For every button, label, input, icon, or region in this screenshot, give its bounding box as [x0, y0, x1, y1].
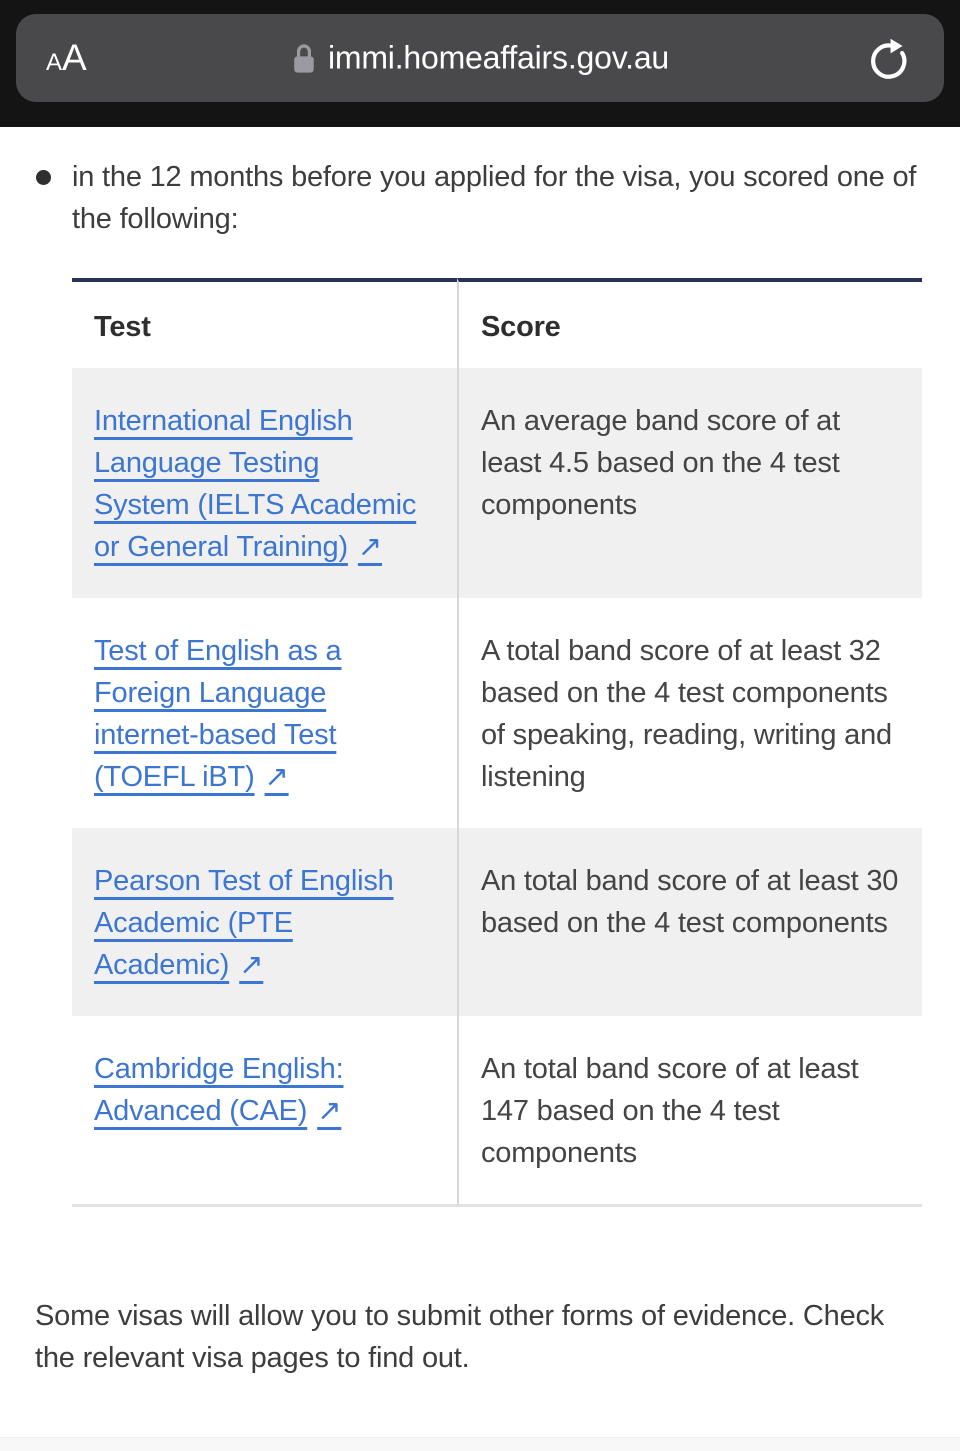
- bottom-toolbar-edge: [0, 1437, 960, 1451]
- ielts-link-label: International English Language Testing S…: [94, 405, 417, 563]
- toefl-link[interactable]: Test of English as a Foreign Language in…: [94, 635, 342, 793]
- page-content: in the 12 months before you applied for …: [0, 127, 960, 1379]
- table-header-score: Score: [457, 278, 922, 368]
- table-row-pte-score: An total band score of at least 30 based…: [457, 828, 922, 1016]
- table-row-toefl-score: A total band score of at least 32 based …: [457, 598, 922, 828]
- requirement-bullet: in the 12 months before you applied for …: [0, 156, 922, 240]
- other-evidence-note: Some visas will allow you to submit othe…: [35, 1300, 885, 1374]
- table-row-ielts-score: An average band score of at least 4.5 ba…: [457, 368, 922, 598]
- ielts-link[interactable]: International English Language Testing S…: [94, 405, 416, 563]
- url-text: immi.homeaffairs.gov.au: [327, 39, 670, 76]
- bullet-dot: [36, 170, 51, 185]
- reload-button[interactable]: [864, 33, 914, 83]
- table-row-pte-test: Pearson Test of English Academic (PTE Ac…: [72, 828, 457, 1016]
- pte-link[interactable]: Pearson Test of English Academic (PTE Ac…: [94, 865, 394, 981]
- reader-view-label-large: A: [62, 37, 87, 78]
- table-row-toefl-test: Test of English as a Foreign Language in…: [72, 598, 457, 828]
- external-link-icon: ↗: [239, 949, 264, 981]
- table-row-ielts-test: International English Language Testing S…: [72, 368, 457, 598]
- table-header-test: Test: [72, 278, 457, 368]
- external-link-icon: ↗: [357, 531, 383, 563]
- table-row-cae-score: An total band score of at least 147 base…: [457, 1016, 922, 1207]
- external-link-icon: ↗: [317, 1095, 342, 1127]
- external-link-icon: ↗: [264, 761, 289, 793]
- table-row-cae-test: Cambridge English: Advanced (CAE) ↗: [72, 1016, 457, 1207]
- toefl-link-label: Test of English as a Foreign Language in…: [94, 635, 342, 793]
- lock-icon: [291, 41, 317, 75]
- cae-link[interactable]: Cambridge English: Advanced (CAE) ↗: [94, 1053, 344, 1127]
- requirement-text: in the 12 months before you applied for …: [72, 161, 917, 235]
- cae-link-label: Cambridge English: Advanced (CAE): [94, 1053, 344, 1127]
- english-test-score-table: Test Score International English Languag…: [72, 278, 922, 1207]
- pte-link-label: Pearson Test of English Academic (PTE Ac…: [94, 865, 394, 981]
- reader-view-label-small: A: [46, 49, 63, 76]
- url-group[interactable]: immi.homeaffairs.gov.au: [291, 40, 669, 77]
